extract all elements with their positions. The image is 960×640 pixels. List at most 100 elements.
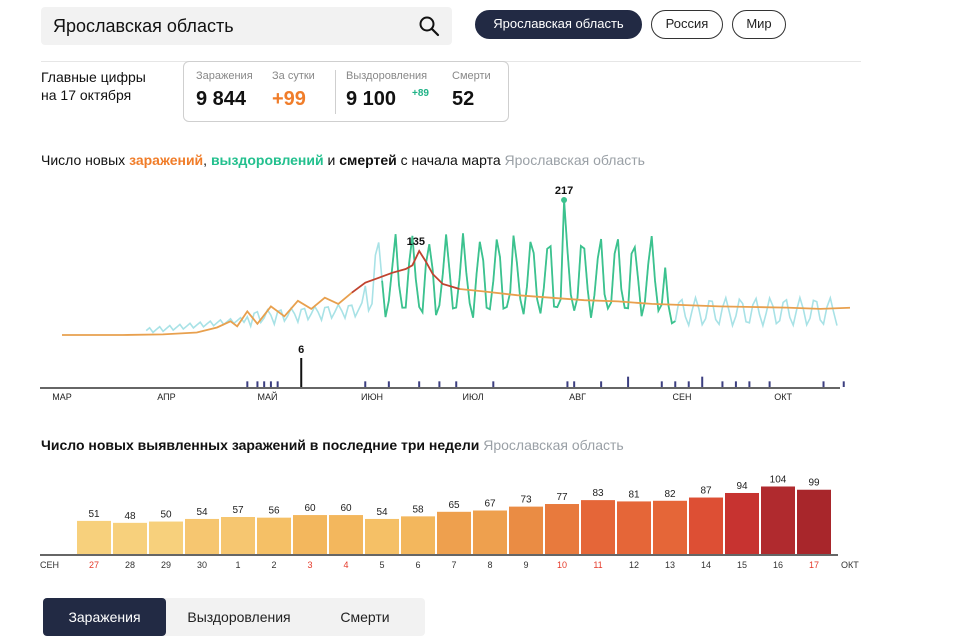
main-figures-date: на 17 октября bbox=[41, 87, 132, 103]
scope-russia-button[interactable]: Россия bbox=[651, 10, 723, 39]
infections-label: Заражения bbox=[196, 70, 253, 82]
bar-value-label: 51 bbox=[88, 509, 100, 520]
bar-value-label: 87 bbox=[700, 486, 712, 497]
bar bbox=[329, 515, 363, 554]
death-bar bbox=[263, 381, 266, 387]
death-bar bbox=[701, 376, 704, 387]
main-figures-title: Главные цифры на 17 октября bbox=[41, 68, 146, 104]
x-tick-label: СЕН bbox=[672, 392, 691, 402]
death-bar bbox=[822, 381, 825, 387]
main-figures-title-line1: Главные цифры bbox=[41, 69, 146, 85]
x-tick-label: 30 bbox=[197, 560, 207, 570]
chart2-region: Ярославская область bbox=[483, 437, 624, 453]
bar-value-label: 54 bbox=[376, 507, 388, 518]
deaths-label-6: 6 bbox=[298, 344, 304, 356]
bar-value-label: 60 bbox=[340, 503, 352, 514]
x-tick-label: 27 bbox=[89, 560, 99, 570]
death-bar bbox=[438, 381, 441, 387]
infections-line-peak bbox=[351, 249, 460, 294]
x-tick-label: 12 bbox=[629, 560, 639, 570]
death-bar bbox=[256, 381, 259, 387]
chart1-title-deaths: смертей bbox=[339, 152, 397, 168]
death-bar bbox=[842, 381, 845, 387]
bar-value-label: 94 bbox=[736, 481, 748, 492]
x-tick-label: 5 bbox=[379, 560, 384, 570]
death-bar bbox=[721, 381, 724, 387]
bar bbox=[617, 501, 651, 554]
recoveries-peak-point bbox=[561, 196, 568, 203]
x-tick-label: АВГ bbox=[569, 392, 586, 402]
bar-value-label: 67 bbox=[484, 499, 496, 510]
scope-yaroslavl-button[interactable]: Ярославская область bbox=[475, 10, 642, 39]
death-bar bbox=[573, 381, 576, 387]
tab-deaths[interactable]: Смерти bbox=[340, 609, 390, 625]
bar-value-label: 60 bbox=[304, 503, 316, 514]
death-bar bbox=[768, 381, 771, 387]
search-icon[interactable] bbox=[418, 15, 440, 37]
death-bar bbox=[276, 381, 279, 387]
chart1-title-post: с начала марта bbox=[396, 152, 501, 168]
bar bbox=[797, 489, 831, 554]
death-bar bbox=[455, 381, 458, 387]
death-bar bbox=[387, 381, 390, 387]
bar-value-label: 58 bbox=[412, 504, 424, 515]
bar-value-label: 73 bbox=[520, 495, 532, 506]
daily-cases-chart: 2178913599 60 МАР АПР МАЙ ИЮН ИЮЛ АВГ СЕН ОКТ bbox=[40, 185, 850, 402]
bar-value-label: 56 bbox=[268, 506, 280, 517]
x-tick-label: 14 bbox=[701, 560, 711, 570]
bar-value-label: 99 bbox=[808, 478, 820, 489]
recoveries-delta: +89 bbox=[412, 88, 429, 99]
x-tick-label: 1 bbox=[235, 560, 240, 570]
x-tick-label: 7 bbox=[451, 560, 456, 570]
x-tick-label: МАЙ bbox=[258, 391, 278, 402]
bar-value-label: 82 bbox=[664, 489, 676, 500]
tab-infections[interactable]: Заражения bbox=[43, 598, 166, 636]
bar-value-label: 83 bbox=[592, 488, 604, 499]
bar bbox=[113, 522, 147, 554]
three-weeks-bar-chart: 51 27 48 28 50 29 54 30 57 1 56 2 60 3 60 4 54 5 58 6 65 7 67 8… bbox=[40, 474, 859, 570]
stats-divider bbox=[335, 70, 336, 114]
bar bbox=[545, 504, 579, 554]
scope-world-button[interactable]: Мир bbox=[732, 10, 786, 39]
infections-value: 9 844 bbox=[196, 88, 247, 110]
bar-value-label: 57 bbox=[232, 505, 244, 516]
main-figures-box: Заражения 9 844 За сутки +99 Выздоровлен… bbox=[183, 61, 509, 122]
recoveries-peak-label: 217 bbox=[555, 185, 573, 197]
infections-line bbox=[62, 292, 353, 336]
x-tick-label: 4 bbox=[343, 560, 348, 570]
recoveries-line bbox=[381, 199, 676, 325]
death-bar bbox=[364, 381, 367, 387]
death-bar bbox=[246, 381, 249, 387]
recoveries-series: 21789 bbox=[145, 185, 838, 334]
infections-line-later bbox=[459, 288, 850, 310]
deaths-series: 60 bbox=[246, 344, 845, 387]
tab-recoveries[interactable]: Выздоровления bbox=[187, 609, 291, 625]
bar-value-label: 81 bbox=[628, 489, 640, 500]
death-bar bbox=[660, 381, 663, 387]
recoveries-value: 9 100 bbox=[346, 88, 397, 110]
death-bar bbox=[748, 381, 751, 387]
death-bar bbox=[687, 381, 690, 387]
search-input[interactable]: Ярославская область bbox=[53, 16, 234, 36]
bar bbox=[293, 515, 327, 554]
chart2-title: Число новых выявленных заражений в после… bbox=[41, 437, 624, 453]
search-box[interactable]: Ярославская область bbox=[41, 7, 452, 45]
death-bar bbox=[674, 381, 677, 387]
death-bar bbox=[627, 376, 630, 387]
month-label-left: СЕН bbox=[40, 560, 59, 570]
month-label-right: ОКТ bbox=[841, 560, 859, 570]
death-bar bbox=[734, 381, 737, 387]
x-tick-label: 3 bbox=[307, 560, 312, 570]
x-tick-label: ИЮН bbox=[361, 392, 383, 402]
death-bar bbox=[600, 381, 603, 387]
death-bar bbox=[269, 381, 272, 387]
bar bbox=[401, 516, 435, 554]
bar bbox=[509, 506, 543, 554]
per-day-label: За сутки bbox=[272, 70, 315, 82]
x-tick-label: МАР bbox=[52, 392, 72, 402]
chart1-region: Ярославская область bbox=[504, 152, 645, 168]
bar bbox=[365, 518, 399, 554]
bar bbox=[149, 521, 183, 554]
chart1-title-infections: заражений bbox=[129, 152, 204, 168]
x-tick-label: АПР bbox=[157, 392, 175, 402]
